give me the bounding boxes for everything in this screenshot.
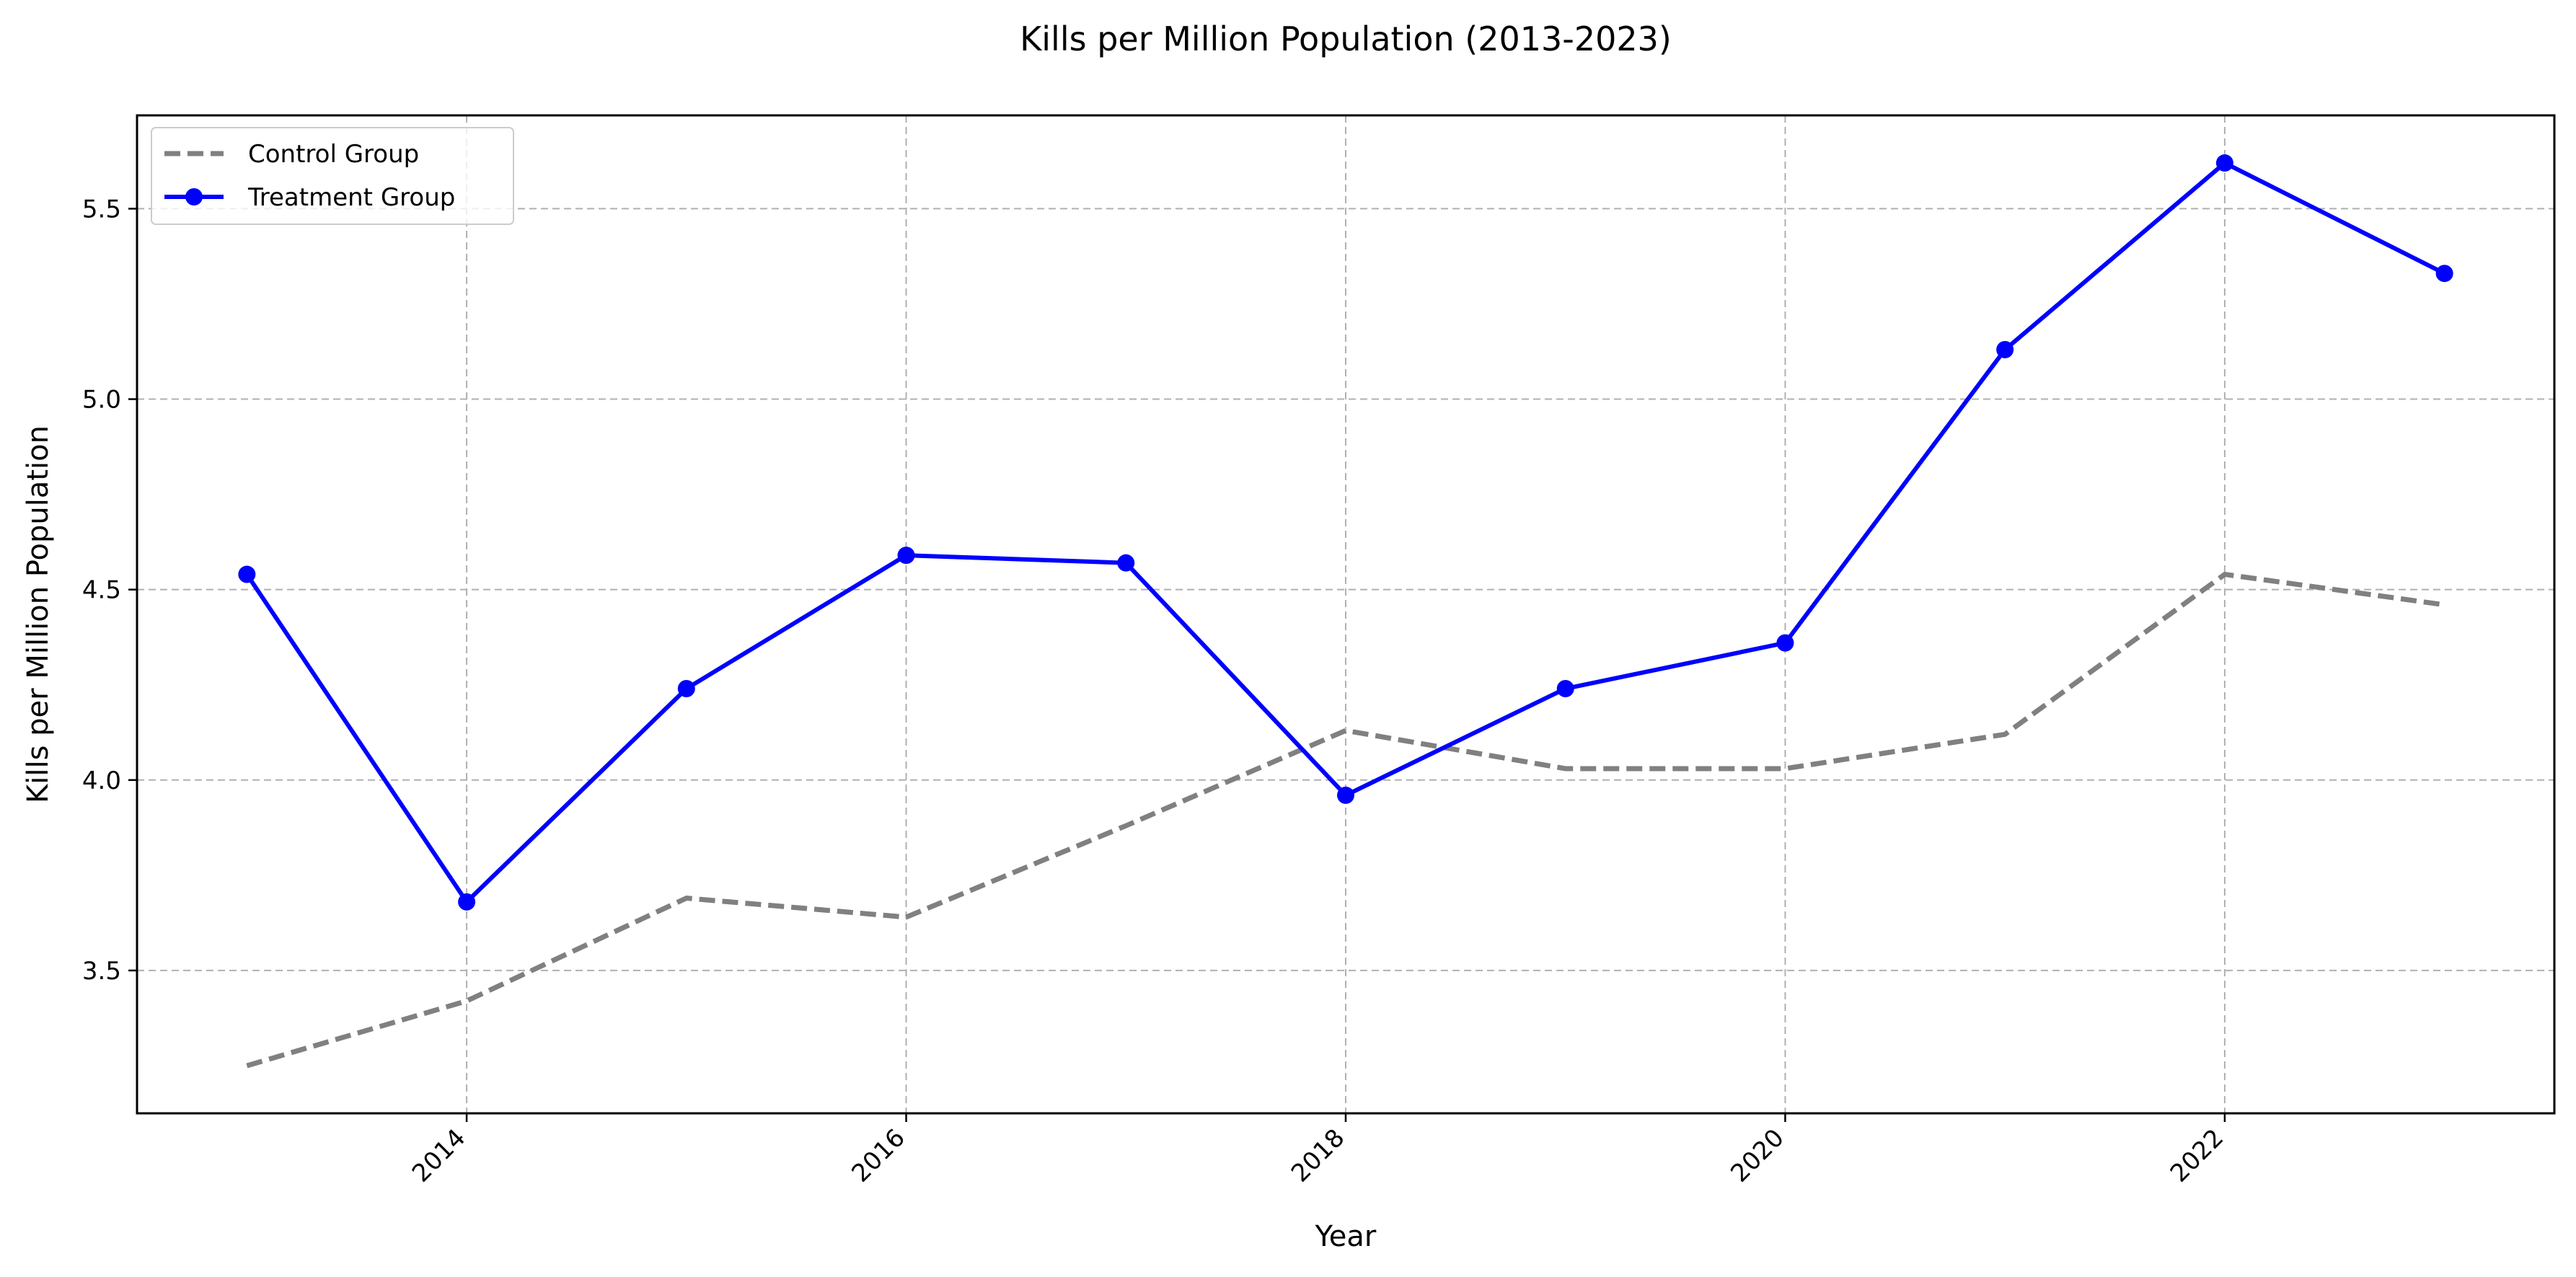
y-tick-label: 4.0	[82, 766, 121, 795]
x-tick-label: 2014	[407, 1123, 471, 1188]
y-tick-label: 5.5	[82, 195, 121, 224]
legend-label-treatment: Treatment Group	[247, 183, 455, 212]
data-point-treatment	[677, 680, 695, 698]
legend-box	[151, 127, 514, 225]
legend-label-control: Control Group	[248, 140, 419, 169]
x-tick-label: 2022	[2165, 1123, 2229, 1188]
data-point-treatment	[1337, 786, 1354, 804]
legend-marker-treatment	[185, 188, 203, 206]
data-point-treatment	[1117, 554, 1135, 572]
grid-lines	[137, 115, 2554, 1113]
data-point-treatment	[238, 565, 256, 583]
series-layer	[238, 154, 2453, 1069]
y-tick-label: 4.5	[82, 576, 121, 605]
data-point-treatment	[1776, 634, 1794, 652]
y-tick-label: 3.5	[82, 957, 121, 986]
y-axis: 3.5 4.0 4.5 5.0 5.5	[82, 195, 137, 986]
x-tick-label: 2018	[1286, 1123, 1350, 1188]
data-point-treatment	[2215, 154, 2233, 172]
data-point-treatment	[458, 893, 476, 911]
legend: Control Group Treatment Group	[151, 127, 514, 225]
x-tick-label: 2020	[1725, 1123, 1789, 1188]
x-tick-label: 2016	[846, 1123, 910, 1188]
x-axis-title: Year	[1315, 1220, 1377, 1253]
data-point-treatment	[1556, 680, 1574, 698]
x-axis: 2014 2016 2018 2020 2022	[407, 1113, 2229, 1188]
y-tick-label: 5.0	[82, 386, 121, 415]
series-line-control	[246, 572, 2445, 1069]
chart-title: Kills per Million Population (2013-2023)	[1020, 19, 1672, 58]
data-point-treatment	[1996, 340, 2014, 358]
data-point-treatment	[897, 547, 915, 565]
y-axis-title: Kills per Million Population	[22, 425, 55, 803]
data-point-treatment	[2435, 265, 2453, 283]
